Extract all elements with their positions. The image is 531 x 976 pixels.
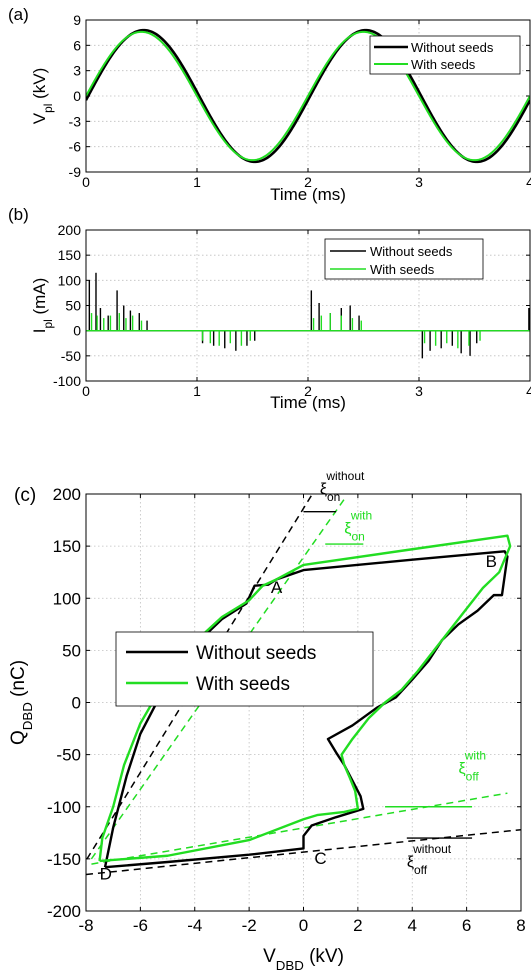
- axis-label: VDBD (kV): [263, 946, 344, 973]
- x-tick-label: 4: [526, 174, 531, 190]
- y-tick-label: 150: [53, 537, 81, 556]
- x-tick-label: 3: [415, 383, 423, 399]
- x-tick-label: -8: [78, 916, 93, 935]
- fit-dashed-line: [86, 828, 521, 876]
- series-without-seeds: [86, 272, 530, 359]
- xi-label: ξoffwith: [458, 748, 486, 783]
- x-tick-label: 1: [193, 174, 201, 190]
- y-tick-label: 0: [73, 323, 81, 339]
- x-tick-label: 0: [82, 383, 90, 399]
- point-label-A: A: [271, 578, 283, 597]
- x-tick-label: 6: [462, 916, 471, 935]
- y-tick-label: 50: [65, 298, 81, 314]
- y-tick-label: -50: [61, 348, 81, 364]
- series-with-seeds: [86, 313, 530, 349]
- xi-label: ξonwithout: [320, 469, 365, 504]
- y-tick-label: -100: [47, 798, 81, 817]
- y-tick-label: 100: [53, 589, 81, 608]
- legend-box: [324, 238, 484, 280]
- y-tick-label: 50: [62, 641, 81, 660]
- legend: Without seeds With seeds: [115, 631, 374, 707]
- axes-frame: [85, 19, 531, 173]
- legend-entry: Without seeds: [411, 40, 494, 55]
- y-tick-label: 9: [73, 12, 81, 28]
- y-tick-label: 6: [73, 37, 81, 53]
- y-tick-label: 200: [58, 222, 82, 238]
- x-axis-label: Time (ms): [270, 185, 346, 204]
- axes-frame: [85, 493, 522, 912]
- legend-entry: With seeds: [370, 262, 435, 277]
- x-tick-label: 2: [353, 916, 362, 935]
- legend-box: [369, 35, 521, 75]
- legend-entry: Without seeds: [196, 643, 316, 664]
- axis-label: Ipl (mA): [30, 278, 55, 334]
- y-tick-label: 150: [58, 247, 82, 263]
- y-tick-label: 100: [58, 272, 82, 288]
- y-tick-label: 0: [72, 694, 81, 713]
- x-tick-label: 1: [193, 383, 201, 399]
- x-tick-label: 0: [299, 916, 308, 935]
- point-label-C: C: [314, 849, 326, 868]
- x-tick-label: 2: [304, 383, 312, 399]
- x-tick-label: 2: [304, 174, 312, 190]
- y-tick-label: -9: [69, 164, 82, 180]
- x-tick-label: -4: [187, 916, 202, 935]
- y-tick-label: -50: [56, 746, 81, 765]
- y-tick-label: -3: [69, 113, 82, 129]
- x-tick-label: 3: [415, 174, 423, 190]
- axis-label: Vpl (kV): [30, 68, 55, 125]
- lissajous-without-seeds: [103, 550, 509, 869]
- point-label-B: B: [486, 552, 497, 571]
- y-tick-label: -100: [53, 373, 81, 389]
- y-tick-label: 200: [53, 485, 81, 504]
- legend: Without seeds With seeds: [324, 238, 484, 280]
- xi-label: ξoffwithout: [407, 842, 452, 877]
- x-tick-label: 4: [408, 916, 417, 935]
- point-label-D: D: [100, 865, 112, 884]
- y-tick-label: 0: [73, 88, 81, 104]
- y-tick-label: 3: [73, 63, 81, 79]
- axes-frame: [85, 229, 531, 382]
- y-tick-label: -200: [47, 902, 81, 921]
- legend: Without seeds With seeds: [369, 35, 521, 75]
- y-tick-label: -150: [47, 850, 81, 869]
- plot-area: [86, 494, 521, 876]
- x-tick-label: 4: [526, 383, 531, 399]
- legend-entry: With seeds: [411, 57, 476, 72]
- x-tick-label: -2: [242, 916, 257, 935]
- x-axis-label: Time (ms): [270, 393, 346, 412]
- y-tick-label: -6: [69, 139, 82, 155]
- series-line-with-seeds: [86, 30, 530, 162]
- xi-label: ξonwith: [344, 509, 372, 544]
- legend-box: [115, 631, 374, 707]
- x-tick-label: 8: [516, 916, 525, 935]
- panel-label: (b): [8, 205, 29, 224]
- panel-label: (c): [14, 485, 36, 506]
- legend-entry: Without seeds: [370, 244, 453, 259]
- fit-dashed-line: [91, 792, 508, 865]
- x-tick-label: 0: [82, 174, 90, 190]
- panel-0: 0 1 2 3 4 -9 -6 -3 0 3 6 9 Time (ms) Vpl (kV) (a) Witho…: [8, 5, 531, 204]
- panel-1: 0 1 2 3 4 -100 -50 0 50 100 150 200 Time (ms) Ipl (mA…: [8, 205, 531, 412]
- x-tick-label: -6: [133, 916, 148, 935]
- legend-entry: With seeds: [196, 674, 290, 695]
- panel-2: -8 -6 -4 -2 0 2 4 6 8 -200 -150 -100 -50 0 50 100 150 200…: [8, 469, 526, 973]
- panel-label: (a): [8, 5, 29, 24]
- axis-label: QDBD (nC): [8, 660, 35, 745]
